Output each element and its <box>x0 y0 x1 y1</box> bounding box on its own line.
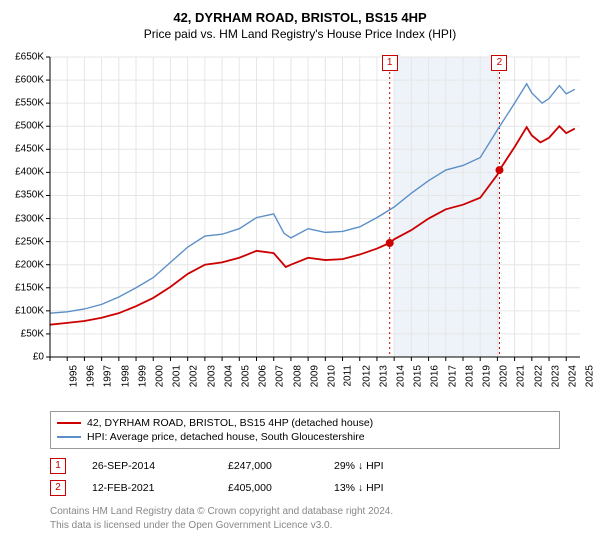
x-tick-label: 2002 <box>189 365 200 387</box>
x-tick-label: 2009 <box>309 365 320 387</box>
x-tick-label: 2014 <box>395 365 406 387</box>
sales-table: 1 26-SEP-2014 £247,000 29% ↓ HPI 2 12-FEB-202… <box>50 455 560 499</box>
y-tick-label: £0 <box>4 352 44 363</box>
x-tick-label: 2018 <box>464 365 475 387</box>
x-tick-label: 1998 <box>120 365 131 387</box>
y-tick-label: £250K <box>4 236 44 247</box>
x-tick-label: 2005 <box>240 365 251 387</box>
x-tick-label: 2013 <box>378 365 389 387</box>
x-tick-label: 2021 <box>516 365 527 387</box>
footer-line-1: Contains HM Land Registry data © Crown c… <box>50 505 560 519</box>
chart-container: 42, DYRHAM ROAD, BRISTOL, BS15 4HP Price… <box>0 0 600 540</box>
chart-area: £0 £50K £100K £150K £200K £250K £300K £350K £400… <box>0 47 600 407</box>
x-tick-label: 2020 <box>498 365 509 387</box>
x-tick-label: 1996 <box>85 365 96 387</box>
x-tick-label: 2001 <box>171 365 182 387</box>
legend-label: 42, DYRHAM ROAD, BRISTOL, BS15 4HP (deta… <box>87 417 373 429</box>
x-tick-label: 2012 <box>361 365 372 387</box>
sale-price: £405,000 <box>228 482 308 494</box>
sale-row-marker: 1 <box>50 458 66 474</box>
x-tick-label: 2007 <box>275 365 286 387</box>
x-tick-label: 1997 <box>103 365 114 387</box>
x-tick-label: 2000 <box>154 365 165 387</box>
y-tick-label: £600K <box>4 75 44 86</box>
legend-swatch <box>57 422 81 424</box>
x-tick-label: 2016 <box>430 365 441 387</box>
sale-price: £247,000 <box>228 460 308 472</box>
y-tick-label: £300K <box>4 213 44 224</box>
sale-hpi-diff: 13% ↓ HPI <box>334 482 434 494</box>
y-tick-label: £350K <box>4 190 44 201</box>
x-tick-label: 2004 <box>223 365 234 387</box>
y-tick-label: £450K <box>4 144 44 155</box>
y-tick-label: £200K <box>4 259 44 270</box>
footer-attribution: Contains HM Land Registry data © Crown c… <box>50 505 560 540</box>
x-tick-label: 2023 <box>550 365 561 387</box>
x-tick-label: 2008 <box>292 365 303 387</box>
sale-row: 2 12-FEB-2021 £405,000 13% ↓ HPI <box>50 477 560 499</box>
sale-marker-1: 1 <box>382 55 398 71</box>
x-tick-label: 2022 <box>533 365 544 387</box>
x-tick-label: 2003 <box>206 365 217 387</box>
y-tick-label: £550K <box>4 98 44 109</box>
sale-hpi-diff: 29% ↓ HPI <box>334 460 434 472</box>
y-tick-label: £50K <box>4 328 44 339</box>
legend-item: HPI: Average price, detached house, Sout… <box>57 430 553 444</box>
legend-item: 42, DYRHAM ROAD, BRISTOL, BS15 4HP (deta… <box>57 416 553 430</box>
chart-subtitle: Price paid vs. HM Land Registry's House … <box>0 25 600 47</box>
x-tick-label: 1999 <box>137 365 148 387</box>
x-tick-label: 1995 <box>68 365 79 387</box>
sale-row-marker: 2 <box>50 480 66 496</box>
x-tick-label: 2010 <box>326 365 337 387</box>
x-tick-label: 2019 <box>481 365 492 387</box>
chart-title: 42, DYRHAM ROAD, BRISTOL, BS15 4HP <box>0 0 600 25</box>
legend-label: HPI: Average price, detached house, Sout… <box>87 431 365 443</box>
x-tick-label: 2011 <box>343 365 354 387</box>
line-chart-svg <box>0 47 600 407</box>
sale-date: 12-FEB-2021 <box>92 482 202 494</box>
legend-box: 42, DYRHAM ROAD, BRISTOL, BS15 4HP (deta… <box>50 411 560 449</box>
y-tick-label: £400K <box>4 167 44 178</box>
sale-date: 26-SEP-2014 <box>92 460 202 472</box>
x-tick-label: 2006 <box>258 365 269 387</box>
sale-row: 1 26-SEP-2014 £247,000 29% ↓ HPI <box>50 455 560 477</box>
y-tick-label: £650K <box>4 52 44 63</box>
footer-line-2: This data is licensed under the Open Gov… <box>50 519 560 533</box>
y-tick-label: £150K <box>4 282 44 293</box>
y-tick-label: £100K <box>4 305 44 316</box>
x-tick-label: 2015 <box>412 365 423 387</box>
x-tick-label: 2024 <box>567 365 578 387</box>
legend-swatch <box>57 436 81 438</box>
x-tick-label: 2025 <box>584 365 595 387</box>
sale-marker-2: 2 <box>491 55 507 71</box>
y-tick-label: £500K <box>4 121 44 132</box>
x-tick-label: 2017 <box>447 365 458 387</box>
